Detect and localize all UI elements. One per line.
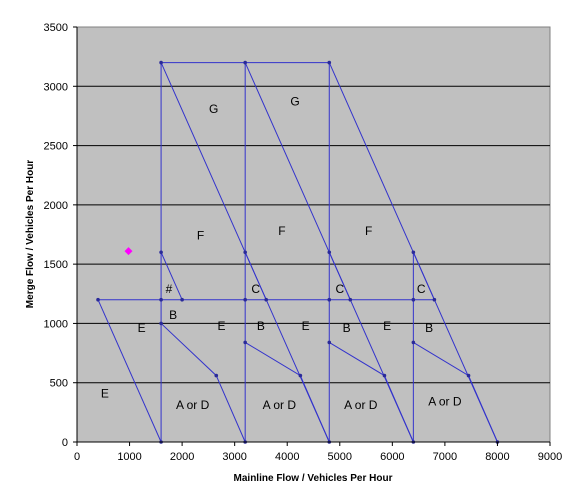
x-tick-label: 7000 bbox=[433, 451, 457, 463]
x-tick-label: 5000 bbox=[328, 451, 352, 463]
boundary-line bbox=[160, 252, 183, 300]
vertex-marker bbox=[348, 297, 353, 302]
boundary-line bbox=[328, 252, 351, 300]
region-label: C bbox=[251, 282, 260, 296]
region-label: E bbox=[302, 319, 310, 333]
region-label: F bbox=[278, 224, 285, 238]
plot-area bbox=[76, 26, 551, 443]
region-label: E bbox=[138, 321, 146, 335]
vertex-marker bbox=[411, 297, 416, 302]
region-label: A or D bbox=[428, 395, 462, 409]
y-tick-label: 2500 bbox=[44, 141, 68, 153]
x-tick-label: 9000 bbox=[538, 451, 562, 463]
data-point-marker bbox=[124, 247, 133, 256]
x-tick-label: 0 bbox=[74, 451, 80, 463]
vertex-marker bbox=[159, 250, 163, 255]
region-label: E bbox=[218, 319, 226, 333]
vertex-marker bbox=[411, 340, 416, 345]
vertex-marker bbox=[298, 373, 303, 378]
region-label: B bbox=[169, 308, 177, 322]
y-axis-title: Merge Flow / Vehicles Per Hour bbox=[25, 160, 36, 308]
x-tick-label: 3000 bbox=[222, 451, 246, 463]
vertex-marker bbox=[327, 297, 332, 302]
region-label: G bbox=[209, 102, 218, 116]
y-tick-label: 0 bbox=[62, 437, 68, 449]
x-tick-label: 4000 bbox=[275, 451, 299, 463]
region-label: B bbox=[257, 319, 265, 333]
vertex-marker bbox=[411, 250, 416, 255]
x-axis-title: Mainline Flow / Vehicles Per Hour bbox=[234, 473, 393, 484]
vertex-marker bbox=[264, 297, 269, 302]
y-tick-label: 3500 bbox=[44, 22, 68, 34]
vertex-marker bbox=[327, 340, 332, 345]
region-label: B bbox=[343, 321, 351, 335]
vertex-marker bbox=[432, 297, 437, 302]
region-label: G bbox=[290, 95, 299, 109]
vertex-marker bbox=[96, 297, 100, 302]
y-tick-label: 3000 bbox=[44, 81, 68, 93]
region-label: A or D bbox=[176, 398, 210, 412]
vertex-marker bbox=[243, 297, 247, 302]
vertex-marker bbox=[180, 297, 184, 302]
x-tick-label: 2000 bbox=[170, 451, 194, 463]
vertex-marker bbox=[327, 60, 332, 65]
vertex-marker bbox=[382, 373, 387, 378]
vertex-marker bbox=[243, 60, 247, 65]
x-tick-label: 1000 bbox=[117, 451, 141, 463]
y-tick-label: 1000 bbox=[44, 318, 68, 330]
vertex-marker bbox=[159, 321, 163, 326]
y-tick-label: 1500 bbox=[44, 259, 68, 271]
y-tick-label: 2000 bbox=[44, 200, 68, 212]
vertex-marker bbox=[327, 250, 332, 255]
boundary-line bbox=[97, 299, 162, 443]
region-label: F bbox=[365, 224, 372, 238]
region-label: C bbox=[417, 282, 426, 296]
boundary-line bbox=[244, 252, 267, 300]
region-label: F bbox=[197, 229, 204, 243]
vertex-marker bbox=[159, 297, 163, 302]
region-label: E bbox=[383, 319, 391, 333]
x-tick-label: 8000 bbox=[485, 451, 509, 463]
region-label: E bbox=[101, 386, 109, 400]
region-label: # bbox=[166, 282, 173, 296]
region-label: B bbox=[425, 321, 433, 335]
vertex-marker bbox=[243, 250, 247, 255]
boundary-line bbox=[412, 252, 435, 300]
region-label: C bbox=[335, 282, 344, 296]
x-tick-label: 6000 bbox=[380, 451, 404, 463]
y-tick-label: 500 bbox=[50, 378, 68, 390]
vertex-marker bbox=[214, 373, 219, 378]
vertex-marker bbox=[466, 373, 471, 378]
region-label: A or D bbox=[263, 398, 297, 412]
vertex-marker bbox=[159, 60, 163, 65]
vertex-marker bbox=[243, 340, 247, 345]
region-label: A or D bbox=[344, 398, 378, 412]
